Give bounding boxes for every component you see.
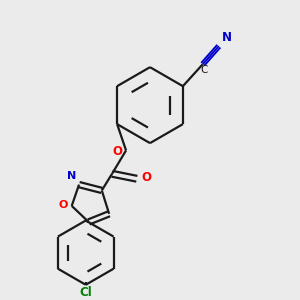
Text: O: O	[112, 145, 122, 158]
Text: N: N	[67, 170, 76, 181]
Text: N: N	[222, 31, 232, 44]
Text: O: O	[58, 200, 68, 210]
Text: C: C	[200, 64, 207, 74]
Text: Cl: Cl	[80, 286, 92, 299]
Text: O: O	[141, 171, 151, 184]
